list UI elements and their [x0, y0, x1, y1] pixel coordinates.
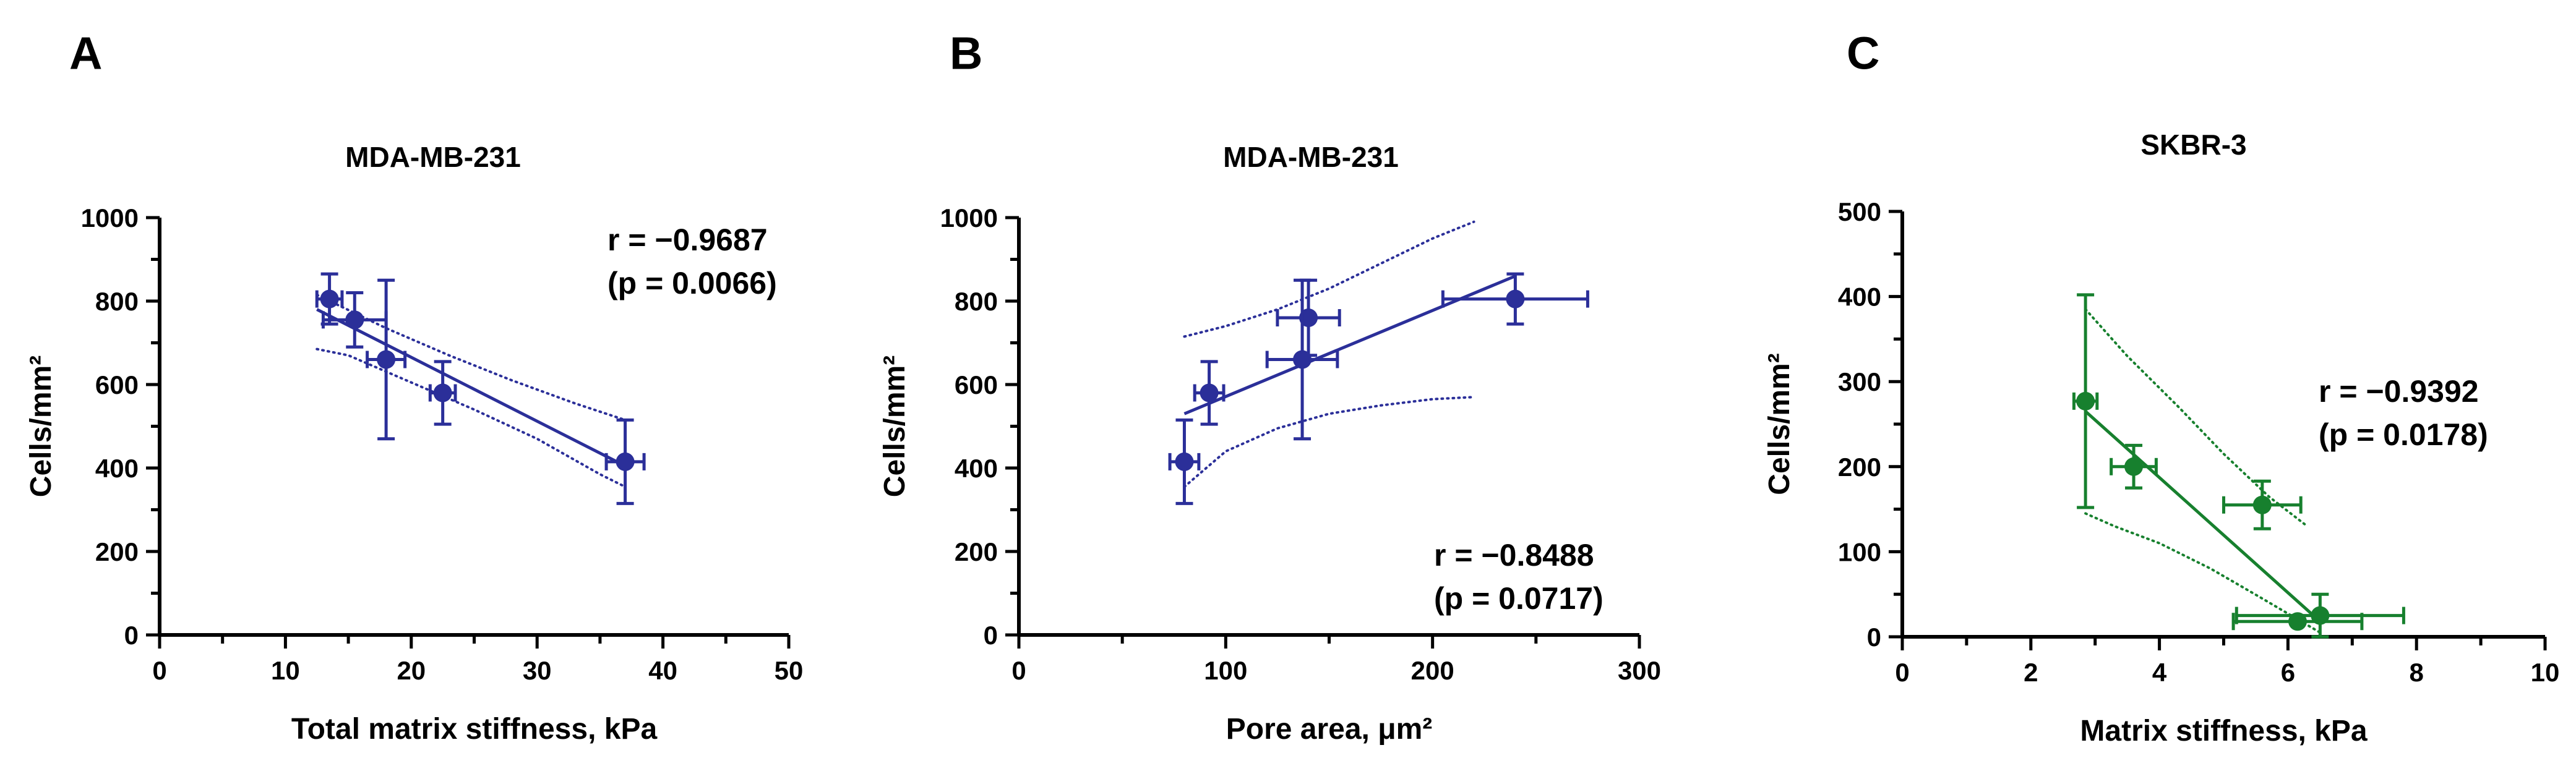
data-marker — [2124, 457, 2144, 476]
regression-line — [2084, 410, 2322, 623]
correlation-p: (p = 0.0717) — [1434, 581, 1604, 616]
data-point — [2110, 443, 2158, 490]
y-tick-label: 400 — [1838, 283, 1881, 312]
data-point — [604, 418, 646, 505]
data-marker — [2252, 495, 2272, 514]
x-tick-label: 10 — [2531, 658, 2560, 687]
y-tick-label: 0 — [1867, 623, 1881, 652]
y-tick-label: 200 — [1838, 453, 1881, 482]
data-point — [366, 278, 407, 441]
x-tick-label: 6 — [2281, 658, 2295, 687]
data-marker — [1175, 452, 1194, 471]
y-axis-label: Cells/mm² — [878, 355, 911, 497]
x-tick-label: 2 — [2024, 658, 2038, 687]
x-tick-label: 0 — [1011, 656, 1026, 685]
y-axis-label: Cells/mm² — [1763, 353, 1796, 495]
data-point — [2235, 592, 2405, 639]
y-tick-label: 600 — [95, 370, 139, 399]
y-tick-label: 500 — [1838, 197, 1881, 226]
data-point — [428, 360, 457, 426]
chart-panel-a: A MDA-MB-231 0 10 20 30 40 50 0 200 400 600 800 1000 T… — [25, 28, 803, 746]
chart-title: MDA-MB-231 — [345, 141, 521, 173]
data-marker — [1506, 289, 1525, 309]
panel-letter: B — [950, 28, 982, 79]
regression-line — [1183, 274, 1516, 415]
y-tick-label: 300 — [1838, 367, 1881, 396]
data-marker — [2288, 612, 2307, 631]
y-tick-label: 0 — [984, 621, 998, 650]
data-marker — [433, 383, 452, 402]
confidence-band-lower — [2084, 512, 2322, 634]
y-axis-label: Cells/mm² — [25, 355, 58, 497]
correlation-r: r = −0.9392 — [2319, 374, 2479, 409]
data-point — [2072, 293, 2099, 509]
data-marker — [1200, 383, 1219, 402]
y-tick-label: 800 — [955, 287, 998, 316]
data-point — [321, 291, 388, 349]
y-tick-label: 400 — [95, 454, 139, 483]
correlation-r: r = −0.9687 — [608, 223, 768, 257]
data-point — [2231, 612, 2364, 631]
x-tick-label: 300 — [1618, 656, 1661, 685]
chart-title: SKBR-3 — [2140, 129, 2246, 161]
confidence-band-upper — [2084, 308, 2309, 528]
x-tick-label: 20 — [397, 656, 426, 685]
x-axis-label: Pore area, μm² — [1226, 713, 1433, 746]
confidence-band-upper — [1183, 220, 1475, 338]
correlation-r: r = −0.8488 — [1434, 538, 1594, 572]
x-tick-label: 0 — [152, 656, 166, 685]
x-axis-label: Total matrix stiffness, kPa — [291, 713, 658, 746]
x-tick-label: 40 — [648, 656, 677, 685]
y-tick-label: 600 — [955, 370, 998, 399]
correlation-p: (p = 0.0066) — [608, 266, 777, 300]
chart-panel-b: B MDA-MB-231 0 100 200 300 0 200 400 600 800 1000 Po… — [878, 28, 1661, 746]
data-marker — [377, 350, 396, 369]
x-tick-label: 100 — [1204, 656, 1247, 685]
panel-letter: C — [1847, 28, 1879, 79]
x-tick-label: 50 — [775, 656, 804, 685]
x-tick-label: 8 — [2410, 658, 2424, 687]
y-tick-label: 100 — [1838, 537, 1881, 566]
y-tick-label: 1000 — [940, 203, 998, 232]
regression-line — [316, 308, 626, 467]
confidence-band-lower — [316, 347, 627, 488]
data-marker — [616, 452, 635, 471]
y-tick-label: 200 — [95, 537, 139, 566]
x-tick-label: 0 — [1895, 658, 1909, 687]
x-tick-label: 10 — [271, 656, 300, 685]
x-tick-label: 200 — [1411, 656, 1454, 685]
data-marker — [1299, 309, 1318, 327]
x-tick-label: 30 — [523, 656, 552, 685]
y-tick-label: 800 — [95, 287, 139, 316]
x-axis-label: Matrix stiffness, kPa — [2080, 715, 2367, 747]
confidence-band-upper — [316, 293, 627, 422]
data-marker — [1293, 350, 1312, 369]
data-point — [2222, 479, 2303, 530]
panel-letter: A — [69, 28, 102, 79]
data-marker — [345, 310, 364, 330]
data-marker — [320, 289, 339, 309]
y-tick-label: 0 — [124, 621, 139, 650]
x-tick-label: 4 — [2152, 658, 2167, 687]
data-point — [1276, 278, 1341, 357]
data-point — [315, 272, 344, 326]
chart-title: MDA-MB-231 — [1223, 141, 1399, 173]
data-marker — [2076, 391, 2095, 411]
data-point — [1168, 418, 1201, 505]
y-tick-label: 400 — [955, 454, 998, 483]
y-tick-label: 200 — [955, 537, 998, 566]
data-point — [1265, 278, 1339, 441]
confidence-band-lower — [1183, 396, 1475, 488]
correlation-p: (p = 0.0178) — [2319, 417, 2488, 452]
y-tick-label: 1000 — [81, 203, 139, 232]
data-point — [1441, 272, 1589, 326]
data-point — [1193, 360, 1226, 426]
